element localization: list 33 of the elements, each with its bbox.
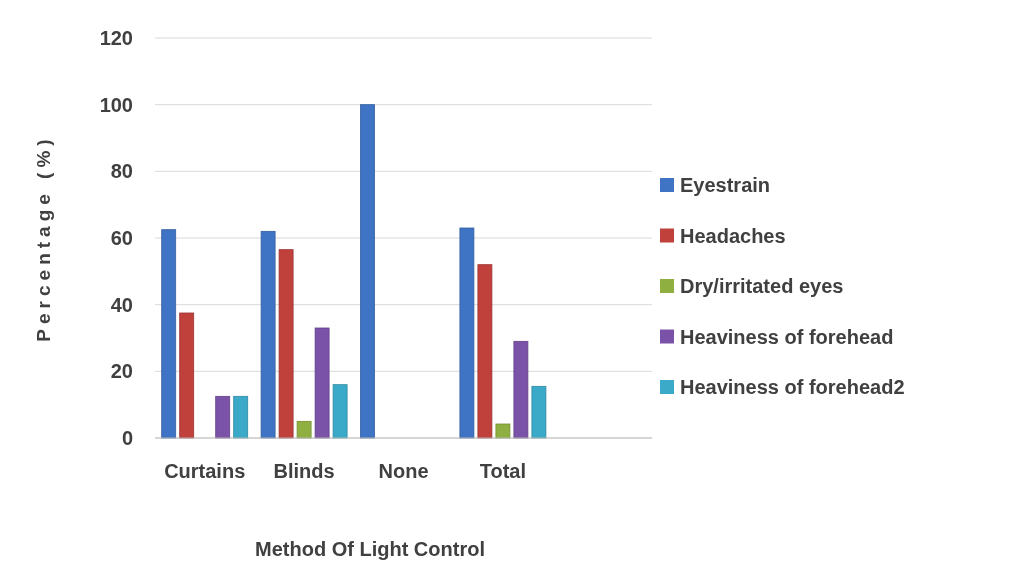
legend-label: Heaviness of forehead2 xyxy=(680,376,905,398)
bar xyxy=(477,264,493,439)
legend-label: Headaches xyxy=(680,224,786,247)
bar xyxy=(278,249,294,439)
bar xyxy=(215,395,231,439)
y-tick-label: 60 xyxy=(110,227,133,249)
y-tick-label: 40 xyxy=(110,293,133,316)
bar xyxy=(314,327,330,439)
bar xyxy=(360,104,375,439)
bar xyxy=(233,395,249,439)
y-tick-label: 80 xyxy=(110,160,133,183)
bar xyxy=(179,312,195,439)
y-tick-label: 120 xyxy=(99,27,133,49)
bar xyxy=(459,227,475,439)
x-tick-label: None xyxy=(378,460,429,482)
legend-label: Eyestrain xyxy=(680,174,771,196)
bar xyxy=(296,420,312,439)
legend-label: Heaviness of forehead xyxy=(680,325,894,348)
x-tick-label: Total xyxy=(479,460,527,482)
bar xyxy=(495,423,511,439)
x-tick-label: Curtains xyxy=(164,460,246,482)
y-tick-label: 20 xyxy=(110,360,133,383)
bar xyxy=(260,230,276,439)
legend-label: Dry/irritated eyes xyxy=(680,275,844,297)
x-tick-label: Blinds xyxy=(273,460,335,482)
bar xyxy=(531,385,547,439)
bar xyxy=(513,340,529,439)
x-axis-title: Method Of Light Control xyxy=(255,538,485,560)
y-tick-label: 100 xyxy=(99,93,133,116)
y-tick-label: 0 xyxy=(121,427,133,449)
bar xyxy=(161,229,177,439)
y-axis-title: Percentage (%) xyxy=(33,134,54,342)
bar xyxy=(332,384,348,439)
